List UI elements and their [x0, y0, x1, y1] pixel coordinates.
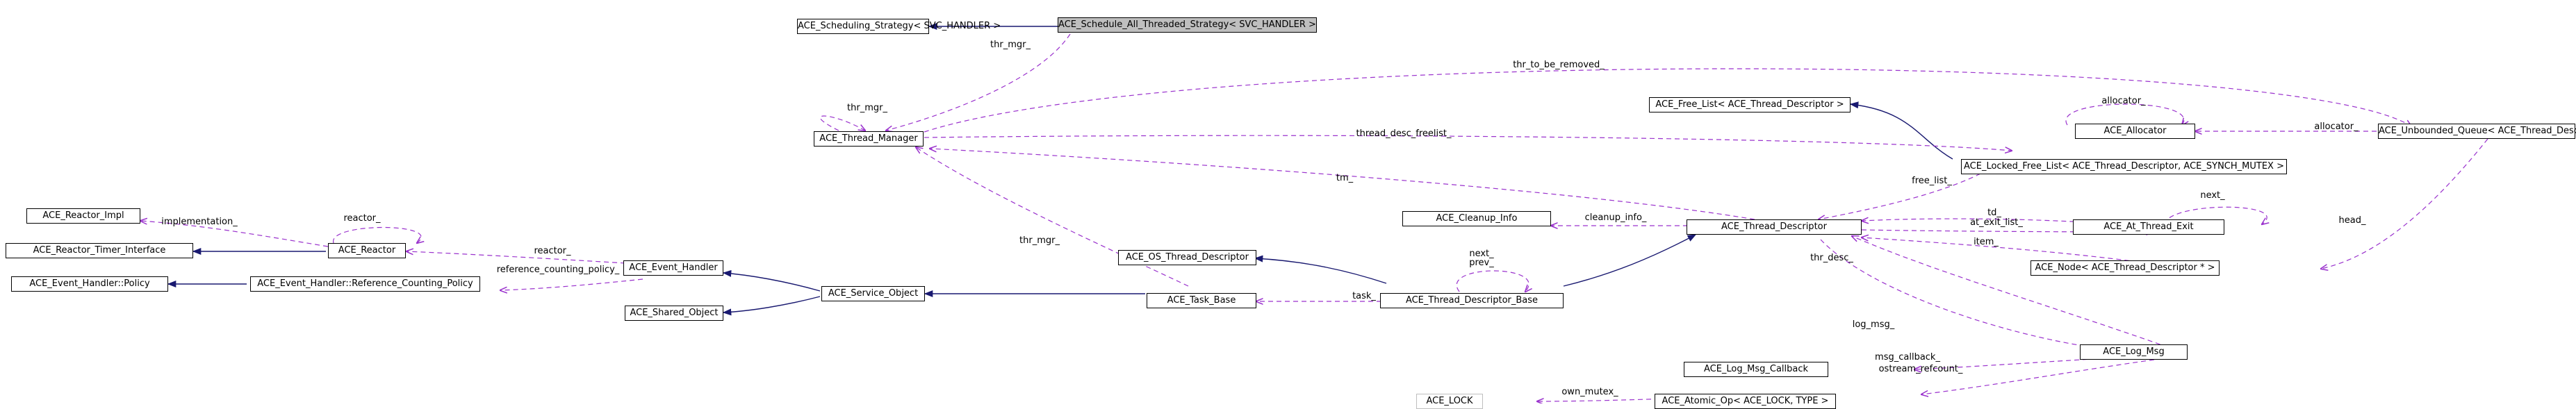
- node-at-thread-exit[interactable]: ACE_At_Thread_Exit: [2073, 219, 2224, 235]
- node-event-handler[interactable]: ACE_Event_Handler: [623, 260, 723, 276]
- node-scheduling-strategy[interactable]: ACE_Scheduling_Strategy< SVC_HANDLER >: [797, 19, 1001, 34]
- label-td: td_: [1987, 208, 2001, 218]
- node-reactor-timer-interface[interactable]: ACE_Reactor_Timer_Interface: [6, 243, 193, 258]
- edge-usage-thread-desc-freelist: [924, 135, 2012, 151]
- node-reactor[interactable]: ACE_Reactor: [328, 243, 406, 258]
- edge-usage-thr-mgr-task: [916, 147, 1189, 287]
- node-task-base[interactable]: ACE_Task_Base: [1147, 293, 1256, 308]
- node-unbounded-queue[interactable]: ACE_Unbounded_Queue< ACE_Thread_Descript…: [2378, 124, 2576, 139]
- node-cleanup-info[interactable]: ACE_Cleanup_Info: [1402, 211, 1551, 226]
- node-locked-free-list[interactable]: ACE_Locked_Free_List< ACE_Thread_Descrip…: [1961, 159, 2287, 174]
- edge-usage-reactor: [407, 251, 626, 264]
- label-implementation: implementation_: [161, 217, 238, 227]
- edge-usage-allocator-self: [2065, 103, 2184, 125]
- edge-inherit-os-thread-descriptor: [1254, 255, 1387, 284]
- label-thread-desc-freelist: thread_desc_freelist_: [1356, 128, 1452, 139]
- label-ostream-refcount: ostream_refcount_: [1878, 364, 1963, 374]
- edge-usage-free-list: [1819, 173, 1981, 219]
- edge-usage-thr-mgr-self: [819, 115, 865, 131]
- edge-usage-thr-mgr-top: [886, 33, 1071, 131]
- label-thr-mgr-self: thr_mgr_: [847, 103, 887, 113]
- edge-usage-implementation: [140, 221, 329, 247]
- label-thr-mgr-top: thr_mgr_: [990, 40, 1031, 50]
- edge-usage-log-msg: [1820, 239, 2151, 353]
- label-own-mutex: own_mutex_: [1561, 387, 1618, 397]
- label-next-ate: next_: [2200, 190, 2225, 201]
- edge-usage-reactor-self: [333, 226, 422, 244]
- node-reference-counting-policy[interactable]: ACE_Event_Handler::Reference_Counting_Po…: [250, 276, 480, 292]
- edge-usage-msg-callback: [1914, 355, 2155, 369]
- label-cleanup-info: cleanup_info_: [1584, 212, 1647, 223]
- label-prev: prev_: [1469, 258, 1494, 268]
- edge-usage-next-prev: [1456, 270, 1529, 292]
- node-atomic-op[interactable]: ACE_Atomic_Op< ACE_LOCK, TYPE >: [1655, 394, 1836, 409]
- label-task: task_: [1352, 291, 1376, 301]
- label-allocator-self: allocator_: [2101, 96, 2146, 106]
- label-log-msg: log_msg_: [1852, 319, 1895, 330]
- label-reference-counting-policy: reference_counting_policy_: [496, 265, 620, 275]
- node-os-thread-descriptor[interactable]: ACE_OS_Thread_Descriptor: [1118, 250, 1256, 265]
- label-reactor: reactor_: [534, 246, 571, 256]
- node-log-msg-callback[interactable]: ACE_Log_Msg_Callback: [1684, 362, 1828, 377]
- edge-inherit-event-handler: [722, 269, 821, 292]
- edge-usage-at-exit-list: [1861, 230, 2153, 232]
- label-head: head_: [2338, 215, 2366, 226]
- label-at-exit-list: at_exit_list_: [1970, 217, 2023, 228]
- node-thread-descriptor[interactable]: ACE_Thread_Descriptor: [1687, 219, 1862, 235]
- edge-usage-item: [1862, 237, 2155, 265]
- label-free-list: free_list_: [1912, 176, 1952, 186]
- edge-inherit-locked-free-list: [1849, 101, 1953, 160]
- edge-usage-ref-policy: [500, 278, 643, 290]
- label-thr-desc: thr_desc_: [1810, 253, 1853, 263]
- node-service-object[interactable]: ACE_Service_Object: [821, 286, 925, 301]
- edge-usage-thr-desc: [1852, 236, 2169, 348]
- node-schedule-all-threaded-strategy[interactable]: ACE_Schedule_All_Threaded_Strategy< SVC_…: [1058, 17, 1317, 33]
- node-ace-node-thread-descriptor[interactable]: ACE_Node< ACE_Thread_Descriptor * >: [2031, 260, 2220, 276]
- label-next: next_: [1469, 249, 1494, 259]
- label-reactor-self: reactor_: [343, 213, 381, 224]
- edge-inherit-shared-object: [722, 296, 821, 316]
- node-ace-lock[interactable]: ACE_LOCK: [1416, 394, 1483, 409]
- label-allocator: allocator_: [2314, 122, 2358, 132]
- edge-usage-head: [2321, 138, 2488, 269]
- label-msg-callback: msg_callback_: [1875, 352, 1940, 362]
- node-event-handler-policy[interactable]: ACE_Event_Handler::Policy: [11, 276, 168, 292]
- node-thread-manager[interactable]: ACE_Thread_Manager: [814, 131, 924, 147]
- node-allocator[interactable]: ACE_Allocator: [2075, 124, 2195, 139]
- node-free-list[interactable]: ACE_Free_List< ACE_Thread_Descriptor >: [1649, 97, 1851, 112]
- label-next-prev: next_ prev_: [1469, 249, 1494, 267]
- node-log-msg[interactable]: ACE_Log_Msg: [2080, 344, 2188, 360]
- label-thr-mgr-task: thr_mgr_: [1019, 235, 1060, 246]
- edge-usage-next-ate: [2164, 206, 2267, 224]
- edge-inherit-thread-descriptor-base: [1563, 234, 1697, 287]
- label-thr-to-be-removed: thr_to_be_removed_: [1513, 60, 1605, 70]
- node-thread-descriptor-base[interactable]: ACE_Thread_Descriptor_Base: [1380, 293, 1564, 308]
- label-tm: tm_: [1336, 173, 1354, 183]
- label-item: item_: [1974, 237, 1999, 247]
- node-shared-object[interactable]: ACE_Shared_Object: [625, 306, 723, 321]
- node-reactor-impl[interactable]: ACE_Reactor_Impl: [26, 208, 140, 224]
- edge-usage-tm: [930, 149, 1755, 220]
